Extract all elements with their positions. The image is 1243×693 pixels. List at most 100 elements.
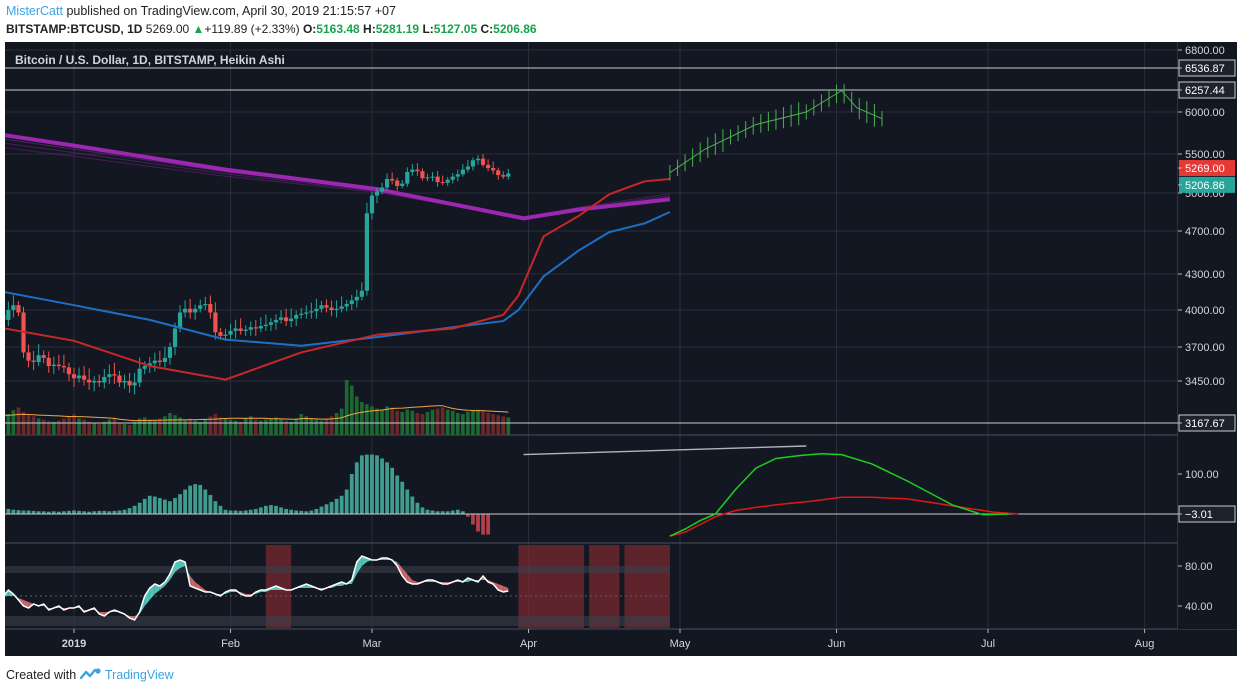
- shaded-period: [518, 545, 585, 628]
- time-tick-label: Aug: [1135, 638, 1155, 650]
- histogram-bar: [173, 498, 177, 514]
- open-value: 5163.48: [316, 22, 360, 36]
- candle-body: [475, 158, 481, 161]
- candle-body: [218, 332, 223, 336]
- price-tag-label: 5269.00: [1185, 163, 1225, 175]
- histogram-bar: [193, 484, 198, 514]
- oscillator-pane[interactable]: [0, 445, 1178, 537]
- histogram-bar: [157, 498, 162, 514]
- candle-body: [142, 366, 147, 369]
- volume-bar: [228, 419, 233, 435]
- candle-body: [208, 304, 213, 313]
- volume-bar: [355, 396, 359, 435]
- volume-bar: [254, 419, 258, 435]
- volume-bar: [153, 420, 157, 435]
- candle-body: [501, 175, 506, 177]
- volume-bar: [329, 416, 334, 435]
- histogram-bar: [56, 511, 61, 514]
- volume-bar: [107, 419, 112, 435]
- time-tick-label: Mar: [362, 638, 381, 650]
- stoch-fill: [407, 574, 413, 584]
- candle-body: [31, 360, 36, 362]
- histogram-bar: [279, 507, 283, 514]
- histogram-bar: [11, 509, 16, 514]
- volume-bar: [16, 407, 21, 435]
- level-label: 6536.87: [1185, 63, 1225, 75]
- tradingview-link[interactable]: TradingView: [104, 668, 174, 682]
- histogram-bar: [218, 505, 223, 514]
- candle-body: [374, 191, 380, 196]
- stoch-fill: [402, 568, 408, 582]
- volume-bar: [142, 417, 147, 435]
- candle-body: [455, 174, 460, 177]
- volume-bar: [248, 416, 253, 435]
- candle-body: [127, 381, 132, 386]
- created-with-text: Created with: [6, 668, 77, 682]
- candle-body: [102, 376, 107, 383]
- published-text: published on TradingView.com, April 30, …: [66, 4, 396, 18]
- candle-body: [329, 307, 334, 310]
- histogram-bar: [400, 481, 405, 514]
- time-axis[interactable]: 2019 Feb Mar Apr May Jun Jul Aug: [5, 629, 1237, 656]
- histogram-bar: [395, 475, 400, 514]
- stoch-fill: [149, 584, 155, 600]
- volume-bar: [41, 419, 46, 435]
- candle-body: [324, 305, 329, 308]
- histogram-bar: [324, 504, 329, 514]
- candle-body: [213, 312, 218, 333]
- histogram-bar: [243, 510, 248, 514]
- candle-body: [299, 313, 304, 315]
- volume-bar: [304, 416, 309, 435]
- candle-body: [486, 164, 491, 169]
- candle-body: [87, 379, 92, 383]
- volume-bar: [274, 417, 278, 435]
- price-axis[interactable]: 3450.003700.004000.004300.004700.005000.…: [1178, 42, 1237, 629]
- volume-bar: [122, 424, 127, 435]
- shaded-period: [589, 545, 620, 628]
- histogram-bar: [183, 489, 187, 514]
- histogram-bar: [132, 505, 137, 514]
- histogram-bar: [380, 458, 384, 514]
- candle-body: [132, 382, 137, 386]
- chart-canvas[interactable]: 3450.003700.004000.004300.004700.005000.…: [0, 42, 1237, 656]
- candle-body: [480, 158, 486, 165]
- histogram-bar: [248, 509, 253, 514]
- candle-body: [415, 169, 420, 172]
- histogram-bar: [203, 489, 208, 514]
- chart-frame[interactable]: 3450.00 3700.00 4000.00 4300.00 4700.00 5000.…: [0, 42, 1237, 656]
- candle-body: [26, 352, 31, 361]
- time-tick-label: Jun: [828, 638, 846, 650]
- volume-bar: [501, 416, 506, 435]
- volume-bar: [62, 418, 66, 435]
- histogram-bar: [178, 494, 182, 514]
- candle-body: [198, 305, 203, 309]
- histogram-bar: [102, 510, 107, 514]
- price-tick-label: 6800.00: [1185, 45, 1225, 57]
- volume-bar: [198, 421, 203, 435]
- histogram-bar: [445, 511, 450, 514]
- candle-body: [46, 357, 51, 367]
- histogram-bar: [152, 496, 157, 514]
- histogram-bar: [294, 510, 299, 514]
- candle-body: [339, 306, 344, 309]
- time-tick-label: 2019: [62, 638, 86, 650]
- histogram-bar: [365, 454, 369, 514]
- candle-body: [36, 355, 41, 362]
- ma-fast-line: [0, 178, 670, 381]
- volume-bar: [57, 420, 61, 435]
- candle-body: [289, 318, 294, 322]
- candle-body: [314, 308, 319, 312]
- tradingview-logo-icon[interactable]: [79, 668, 102, 680]
- author-link[interactable]: MisterCatt: [6, 4, 63, 18]
- volume-bar: [52, 421, 56, 435]
- candle-body: [167, 347, 173, 358]
- price-tick-label: 5500.00: [1185, 149, 1225, 161]
- volume-bar: [168, 413, 172, 435]
- price-pane[interactable]: [0, 67, 1178, 435]
- candle-body: [344, 304, 349, 307]
- stoch-tick-label: 80.00: [1185, 561, 1213, 573]
- volume-bar: [67, 416, 71, 435]
- oscillator-level-label: −3.01: [1185, 509, 1213, 521]
- candle-body: [97, 381, 102, 383]
- histogram-bar: [299, 510, 304, 514]
